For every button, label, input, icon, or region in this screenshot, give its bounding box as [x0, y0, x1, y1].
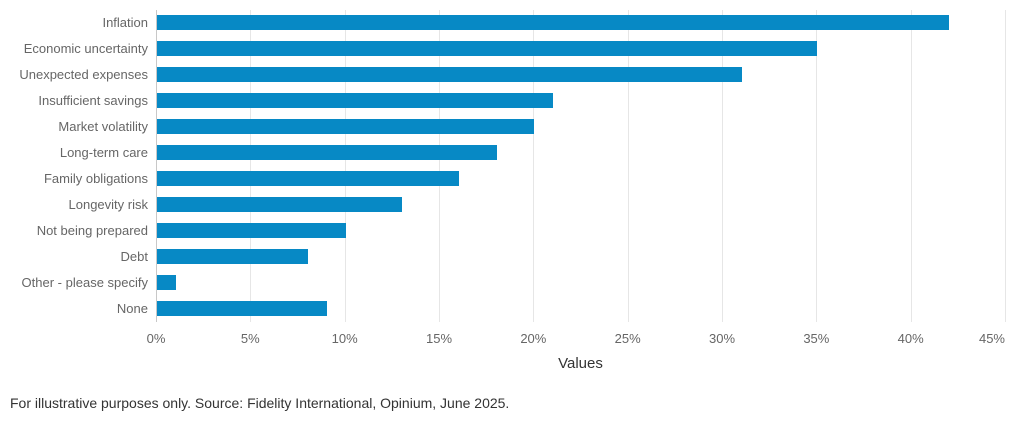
x-tick-label: 0% — [146, 331, 166, 346]
x-tick-label: 10% — [331, 331, 358, 346]
bar-row — [156, 62, 1005, 88]
category-label: Market volatility — [58, 119, 148, 134]
gridline — [627, 10, 629, 322]
x-tick-label: 25% — [614, 331, 641, 346]
x-axis-title: Values — [558, 355, 603, 372]
x-tick-label: 40% — [897, 331, 924, 346]
x-tick-label: 20% — [520, 331, 547, 346]
category-label: Family obligations — [43, 171, 148, 186]
bar-row — [156, 140, 1005, 166]
category-label: Long-term care — [59, 145, 148, 160]
bar-unexpected-expenses[interactable] — [157, 67, 742, 82]
category-label: Other - please specify — [21, 275, 148, 290]
plot-area — [156, 10, 1006, 322]
gridline — [439, 10, 440, 322]
bar-row — [156, 10, 1005, 36]
category-label: Not being prepared — [36, 223, 148, 238]
gridline — [816, 10, 818, 322]
category-label: Economic uncertainty — [23, 41, 148, 56]
bar-family-obligations[interactable] — [157, 171, 459, 186]
category-label: Unexpected expenses — [19, 67, 148, 82]
bar-longevity-risk[interactable] — [157, 197, 403, 212]
bar-not-being-prepared[interactable] — [157, 223, 346, 238]
bar-inflation[interactable] — [157, 15, 950, 30]
gridline — [1005, 10, 1006, 322]
bar-debt[interactable] — [157, 249, 308, 264]
bar-row — [156, 114, 1005, 140]
x-tick-label: 45% — [978, 331, 1005, 346]
bar-none[interactable] — [157, 301, 327, 316]
x-tick-label: 30% — [708, 331, 736, 346]
x-tick-label: 5% — [240, 331, 260, 346]
gridline — [344, 10, 346, 322]
bar-market-volatility[interactable] — [157, 119, 535, 134]
gridline — [533, 10, 535, 322]
category-label: Insufficient savings — [38, 93, 148, 108]
bar-economic-uncertainty[interactable] — [157, 41, 818, 56]
bar-row — [156, 88, 1005, 114]
bar-row — [156, 218, 1005, 244]
bar-long-term-care[interactable] — [157, 145, 497, 160]
bar-row — [156, 36, 1005, 62]
y-axis-category-labels: Inflation Economic uncertainty Unexpected … — [0, 10, 148, 322]
x-tick-label: 35% — [803, 331, 830, 346]
x-tick-label: 15% — [425, 331, 453, 346]
bar-row — [156, 192, 1005, 218]
category-label: None — [116, 301, 148, 316]
category-label: Debt — [120, 249, 148, 264]
source-footnote: For illustrative purposes only. Source: … — [10, 395, 510, 411]
bar-row — [156, 166, 1005, 192]
y-axis-line — [156, 10, 157, 322]
bar-row — [156, 244, 1005, 270]
gridline — [250, 10, 252, 322]
category-label: Longevity risk — [68, 197, 148, 212]
bar-insufficient-savings[interactable] — [157, 93, 554, 108]
gridline — [722, 10, 723, 322]
bar-row — [156, 270, 1005, 296]
gridline — [910, 10, 912, 322]
bar-other-please-specify[interactable] — [157, 275, 176, 290]
bar-row — [156, 296, 1005, 322]
category-label: Inflation — [102, 15, 148, 30]
